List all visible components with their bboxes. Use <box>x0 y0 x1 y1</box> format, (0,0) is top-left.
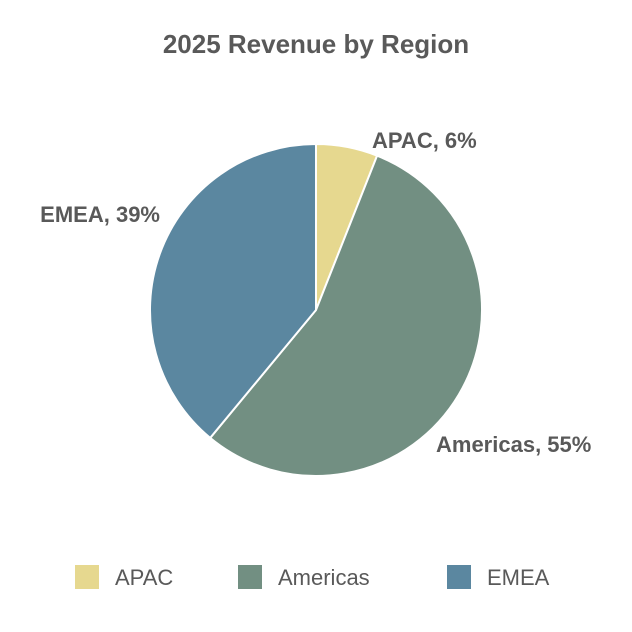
data-label-americas: Americas, 55% <box>436 432 591 457</box>
pie-slices <box>149 142 483 477</box>
data-labels: APAC, 6% Americas, 55% EMEA, 39% <box>40 128 591 457</box>
pie-slice-emea <box>149 142 317 440</box>
data-label-emea: EMEA, 39% <box>40 202 160 227</box>
legend-label-americas: Americas <box>278 565 370 590</box>
legend-label-emea: EMEA <box>487 565 550 590</box>
chart-title: 2025 Revenue by Region <box>163 29 469 59</box>
legend-label-apac: APAC <box>115 565 173 590</box>
legend: APAC Americas EMEA <box>75 565 550 590</box>
legend-swatch-americas <box>238 565 262 589</box>
pie-slice-americas <box>208 154 483 477</box>
data-label-apac: APAC, 6% <box>372 128 477 153</box>
legend-swatch-apac <box>75 565 99 589</box>
legend-swatch-emea <box>447 565 471 589</box>
